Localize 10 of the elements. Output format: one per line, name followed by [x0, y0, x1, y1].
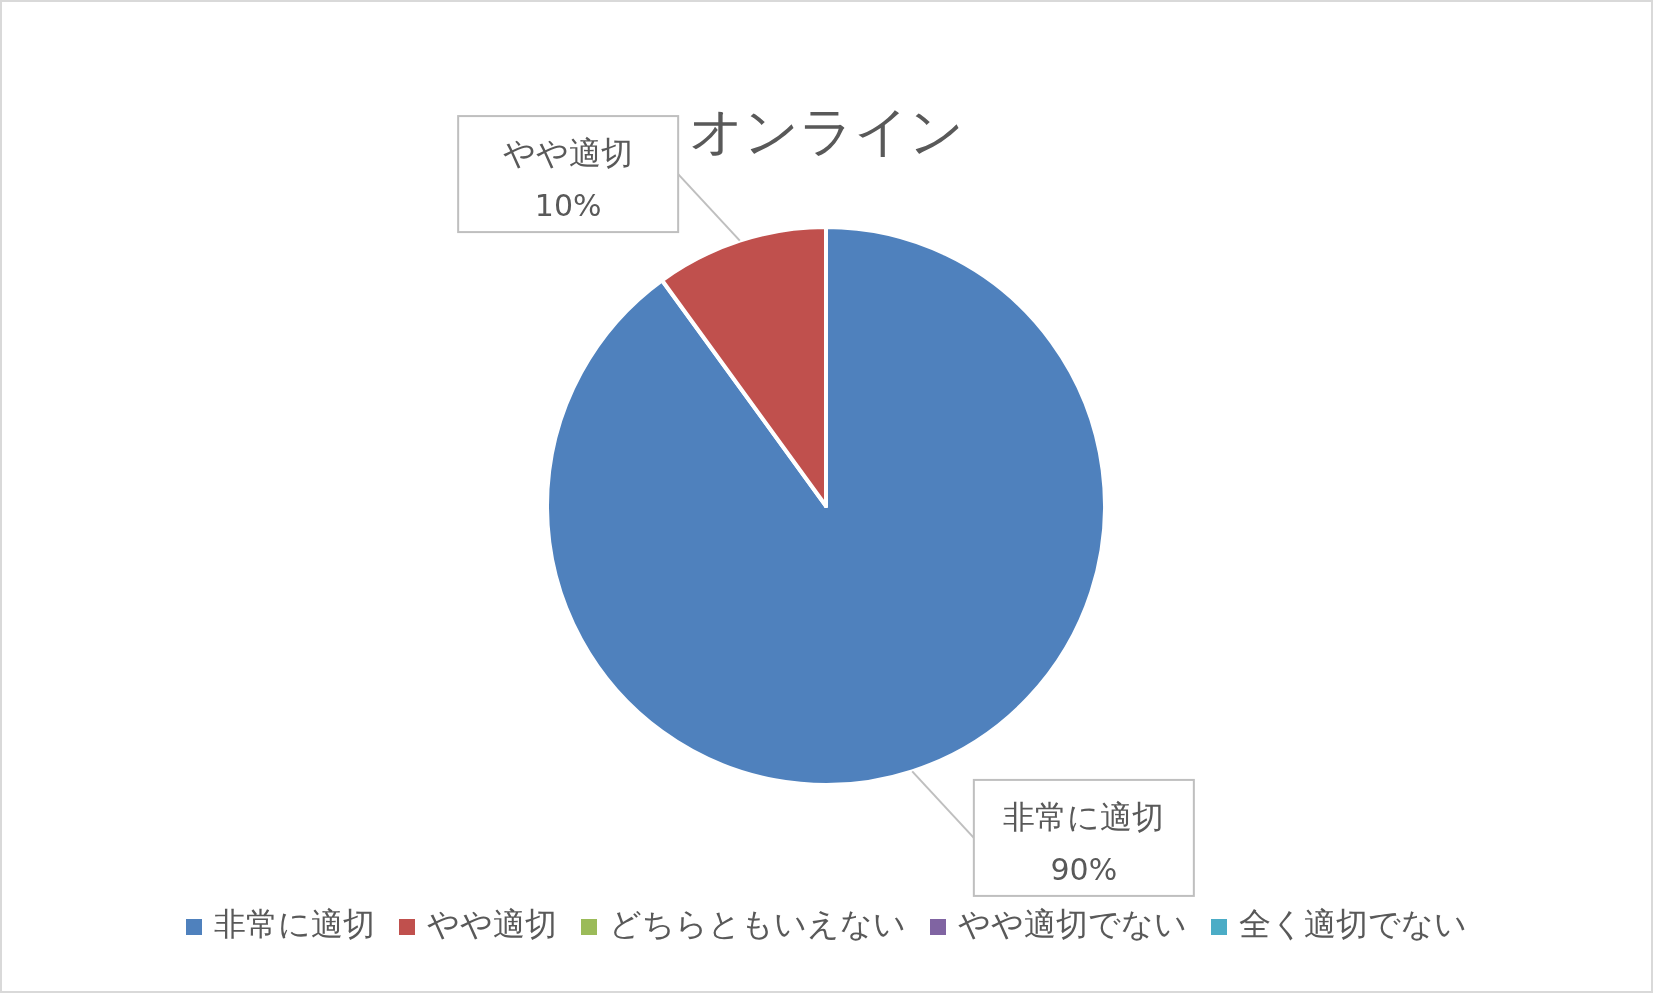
legend-label: 全く適切でない: [1239, 905, 1467, 943]
data-label: 10%: [534, 188, 602, 224]
data-label: 90%: [1050, 851, 1118, 887]
slice-label: やや適切: [503, 134, 634, 173]
legend-label: 非常に適切: [214, 905, 375, 943]
legend-label: やや適切でない: [958, 905, 1187, 943]
slice-label: 非常に適切: [1003, 797, 1165, 836]
legend-label: どちらともいえない: [609, 905, 906, 943]
legend-label: やや適切: [427, 905, 557, 943]
chart-title: オンライン: [689, 100, 964, 163]
